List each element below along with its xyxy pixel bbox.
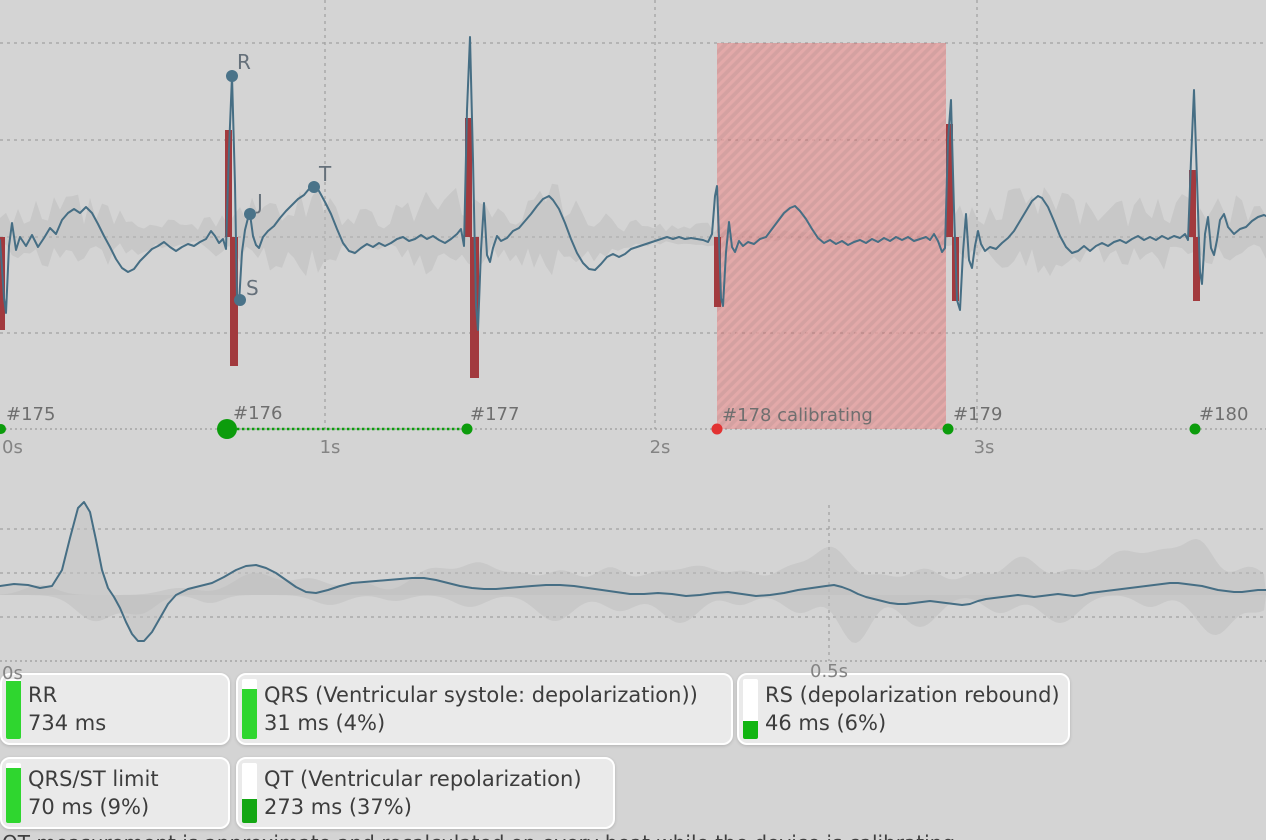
- gridlines: [0, 0, 1266, 661]
- beat-marker-176-selected[interactable]: [217, 419, 237, 439]
- r-point-dot[interactable]: [226, 70, 238, 82]
- detail-wave-area: [0, 502, 1266, 641]
- footer-note: QT measurement is approximate and recalc…: [2, 831, 1202, 840]
- rr-gauge: [6, 679, 21, 739]
- qrs-bar: [714, 237, 721, 307]
- qrs-bar: [1189, 170, 1196, 237]
- card-qt: QT (Ventricular repolarization) 273 ms (…: [236, 757, 615, 829]
- card-rr: RR 734 ms: [0, 673, 230, 745]
- rr-value: 734 ms: [28, 711, 107, 735]
- qrs-bar: [1193, 237, 1200, 301]
- beat-marker-177[interactable]: [461, 423, 473, 435]
- card-qrs: QRS (Ventricular systole: depolarization…: [236, 673, 733, 745]
- card-qrs-st-limit: QRS/ST limit 70 ms (9%): [0, 757, 230, 829]
- qt-value: 273 ms (37%): [264, 795, 412, 819]
- qt-title: QT (Ventricular repolarization): [264, 767, 582, 791]
- t-point-dot[interactable]: [308, 181, 320, 193]
- rs-gauge: [743, 679, 758, 739]
- qrs-st-value: 70 ms (9%): [28, 795, 150, 819]
- qrs-gauge: [242, 679, 257, 739]
- qrs-st-gauge: [6, 763, 21, 823]
- qrs-bar: [470, 237, 479, 378]
- s-point-dot[interactable]: [234, 294, 246, 306]
- qt-gauge: [242, 763, 257, 823]
- axis-lines: [0, 428, 1266, 662]
- detail-envelope-upper: [0, 538, 1266, 595]
- rr-title: RR: [28, 683, 58, 707]
- qrs-gauge-fill: [242, 688, 257, 739]
- qrs-bar: [230, 237, 238, 366]
- qrs-bar: [946, 124, 953, 237]
- beat-marker-178-calibrating[interactable]: [711, 423, 723, 435]
- rr-gauge-fill: [6, 681, 21, 739]
- wave-point-markers: [226, 70, 320, 306]
- beat-marker-175[interactable]: [0, 424, 6, 434]
- qt-gauge-fill: [242, 799, 257, 823]
- noise-envelope: [0, 183, 1266, 276]
- qrs-st-gauge-fill: [6, 767, 21, 823]
- rs-gauge-fill: [743, 721, 758, 739]
- qrs-bar: [465, 118, 472, 237]
- detail-envelope-lower: [0, 595, 1266, 643]
- qrs-title: QRS (Ventricular systole: depolarization…: [264, 683, 698, 707]
- calibrating-region: [717, 43, 946, 429]
- rs-title: RS (depolarization rebound): [765, 683, 1060, 707]
- beat-marker-179[interactable]: [942, 423, 954, 435]
- ecg-waveform: [0, 36, 1266, 331]
- j-point-dot[interactable]: [244, 208, 256, 220]
- qrs-value: 31 ms (4%): [264, 711, 386, 735]
- beat-marker-180[interactable]: [1189, 423, 1201, 435]
- card-rs: RS (depolarization rebound) 46 ms (6%): [737, 673, 1070, 745]
- detail-waveform: [0, 501, 1266, 642]
- rs-value: 46 ms (6%): [765, 711, 887, 735]
- qrs-st-title: QRS/ST limit: [28, 767, 159, 791]
- beat-markers: [0, 419, 1201, 439]
